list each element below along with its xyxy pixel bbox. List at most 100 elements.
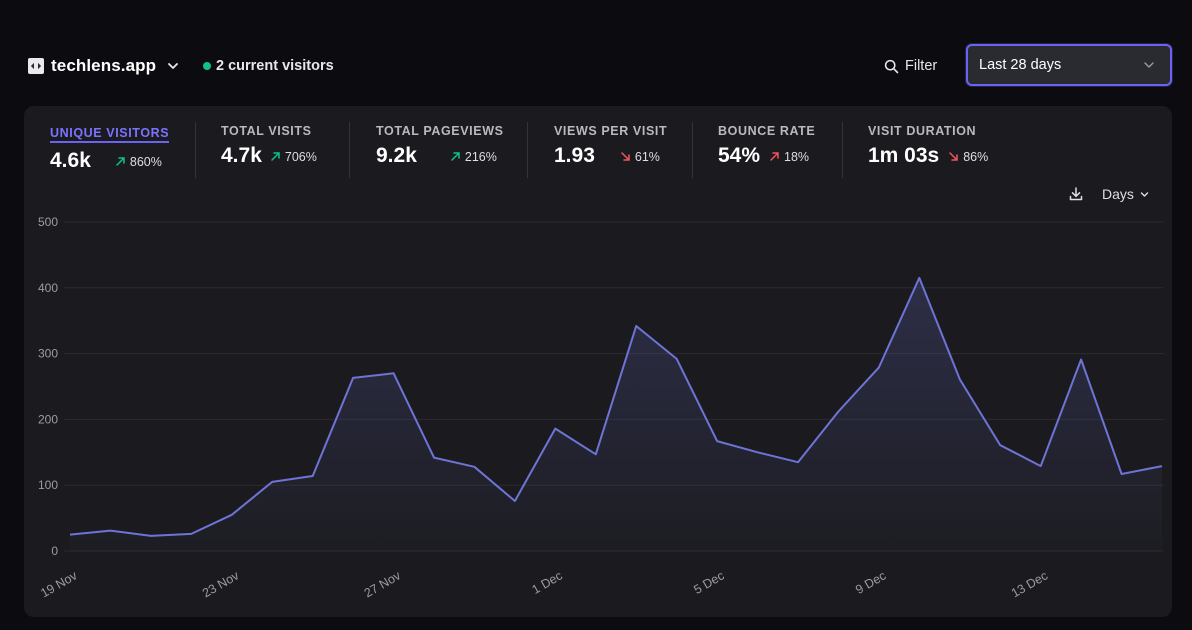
current-visitors[interactable]: 2 current visitors xyxy=(203,57,334,75)
stat-change-value: 18% xyxy=(784,149,810,164)
data-point[interactable]: 10 Dec: 415 xyxy=(913,272,925,284)
data-point[interactable]: 11 Dec: 261 xyxy=(954,373,966,385)
site-name: techlens.app xyxy=(51,56,157,75)
interval-select[interactable]: Days xyxy=(1102,186,1150,202)
download-icon[interactable] xyxy=(1068,186,1084,202)
data-point[interactable]: 24 Nov: 105 xyxy=(266,476,278,488)
stat-change: 86% xyxy=(948,150,988,164)
chart-line-unique-visitors xyxy=(69,276,1163,537)
visitors-chart[interactable]: 0 100 200 300 400 500 19 Nov 23 Nov 27 Nov 1 Dec… xyxy=(24,106,1172,617)
y-tick-label: 400 xyxy=(38,281,58,295)
stat-total-pageviews[interactable]: TOTAL PAGEVIEWS 9.2k 216% xyxy=(376,124,504,168)
data-point[interactable]: 6 Dec: 150 xyxy=(752,446,764,458)
stat-change-value: 61% xyxy=(634,149,660,164)
y-tick-label: 200 xyxy=(38,412,58,426)
stat-label: BOUNCE RATE xyxy=(718,124,816,138)
stat-value: 1.93 xyxy=(554,144,595,167)
stat-total-visits[interactable]: TOTAL VISITS 4.7k 706% xyxy=(221,124,317,168)
stat-change-value: 860% xyxy=(129,154,162,169)
data-point[interactable]: 23 Nov: 55 xyxy=(226,509,238,521)
chevron-down-icon xyxy=(1140,191,1149,197)
stat-change: 18% xyxy=(769,150,809,164)
arrow-up-right-icon xyxy=(116,157,125,166)
x-tick-label: 9 Dec xyxy=(853,568,888,596)
stat-value: 9.2k xyxy=(376,144,417,167)
stat-divider xyxy=(842,122,843,178)
stat-label: UNIQUE VISITORS xyxy=(50,126,170,143)
stat-views-per-visit[interactable]: VIEWS PER VISIT 1.93 61% xyxy=(554,124,667,168)
data-point[interactable]: 7 Dec: 135 xyxy=(792,456,804,468)
data-point[interactable]: 16 Dec: 129 xyxy=(1156,460,1168,472)
data-point[interactable]: 12 Dec: 161 xyxy=(994,439,1006,451)
stat-label: VIEWS PER VISIT xyxy=(554,124,668,138)
arrow-up-right-icon xyxy=(451,152,460,161)
x-tick-label: 19 Nov xyxy=(38,568,80,600)
data-point[interactable]: 19 Nov: 25 xyxy=(64,529,76,541)
stat-unique-visitors[interactable]: UNIQUE VISITORS 4.6k 860% xyxy=(50,124,170,173)
stat-visit-duration[interactable]: VISIT DURATION 1m 03s 86% xyxy=(868,124,988,168)
data-point[interactable]: 20 Nov: 31 xyxy=(104,525,116,537)
live-status-dot xyxy=(203,62,211,70)
stat-divider xyxy=(692,122,693,178)
stats-card: UNIQUE VISITORS 4.6k 860% TOTAL VISITS 4… xyxy=(24,106,1172,617)
date-range-select[interactable]: Last 28 days xyxy=(966,44,1172,86)
site-switcher[interactable]: techlens.app xyxy=(28,56,180,76)
data-point[interactable]: 15 Dec: 117 xyxy=(1116,468,1128,480)
data-point[interactable]: 4 Dec: 292 xyxy=(671,353,683,365)
arrow-down-right-icon xyxy=(621,152,630,161)
stat-change: 706% xyxy=(270,150,317,164)
data-point[interactable]: 9 Dec: 279 xyxy=(873,361,885,373)
data-point[interactable]: 21 Nov: 23 xyxy=(145,530,157,542)
stats-bar: UNIQUE VISITORS 4.6k 860% TOTAL VISITS 4… xyxy=(24,106,1172,186)
data-point[interactable]: 3 Dec: 342 xyxy=(630,320,642,332)
stat-value: 54% xyxy=(718,144,761,167)
data-point[interactable]: 14 Dec: 291 xyxy=(1075,354,1087,366)
chart-toolbar: Days xyxy=(1068,185,1150,203)
data-point[interactable]: 29 Nov: 128 xyxy=(468,461,480,473)
filter-label: Filter xyxy=(905,58,938,74)
filter-button[interactable]: Filter xyxy=(884,56,937,76)
stat-label: TOTAL PAGEVIEWS xyxy=(376,124,504,138)
arrow-up-right-icon xyxy=(271,152,280,161)
x-tick-label: 27 Nov xyxy=(362,568,404,600)
stat-value: 1m 03s xyxy=(868,144,940,167)
y-tick-label: 500 xyxy=(38,215,58,229)
search-icon xyxy=(884,59,899,73)
data-point[interactable]: 27 Nov: 270 xyxy=(388,367,400,379)
chevron-down-icon xyxy=(168,63,179,69)
data-point[interactable]: 8 Dec: 212 xyxy=(832,406,844,418)
stat-divider xyxy=(527,122,528,178)
stat-divider xyxy=(195,122,196,178)
data-point[interactable]: 25 Nov: 114 xyxy=(307,470,319,482)
top-bar: techlens.app 2 current visitors Filter L… xyxy=(0,0,1192,100)
stat-change: 860% xyxy=(115,155,162,169)
data-point[interactable]: 28 Nov: 142 xyxy=(428,452,440,464)
stat-change: 216% xyxy=(450,150,497,164)
arrow-down-right-icon xyxy=(949,152,958,161)
site-favicon-icon xyxy=(28,58,44,74)
stat-bounce-rate[interactable]: BOUNCE RATE 54% 18% xyxy=(718,124,815,168)
stat-change-value: 86% xyxy=(963,149,989,164)
y-tick-label: 100 xyxy=(38,478,58,492)
data-point[interactable]: 13 Dec: 129 xyxy=(1035,460,1047,472)
interval-label: Days xyxy=(1102,186,1134,202)
y-tick-label: 300 xyxy=(38,347,58,361)
x-tick-label: 5 Dec xyxy=(691,568,726,596)
stat-label: TOTAL VISITS xyxy=(221,124,312,138)
current-visitors-label: 2 current visitors xyxy=(216,58,334,74)
stat-change: 61% xyxy=(620,150,660,164)
data-point[interactable]: 5 Dec: 167 xyxy=(711,435,723,447)
x-tick-label: 1 Dec xyxy=(530,568,565,596)
date-range-label: Last 28 days xyxy=(979,57,1062,73)
x-tick-label: 13 Dec xyxy=(1009,568,1050,600)
arrow-up-right-icon xyxy=(770,152,779,161)
stat-divider xyxy=(349,122,350,178)
data-point[interactable]: 1 Dec: 186 xyxy=(549,423,561,435)
stat-change-value: 216% xyxy=(464,149,497,164)
data-point[interactable]: 30 Nov: 76 xyxy=(509,495,521,507)
data-point[interactable]: 22 Nov: 26 xyxy=(185,528,197,540)
data-point[interactable]: 2 Dec: 147 xyxy=(590,448,602,460)
chevron-down-icon xyxy=(1144,62,1154,68)
stat-change-value: 706% xyxy=(284,149,317,164)
data-point[interactable]: 26 Nov: 263 xyxy=(347,372,359,384)
